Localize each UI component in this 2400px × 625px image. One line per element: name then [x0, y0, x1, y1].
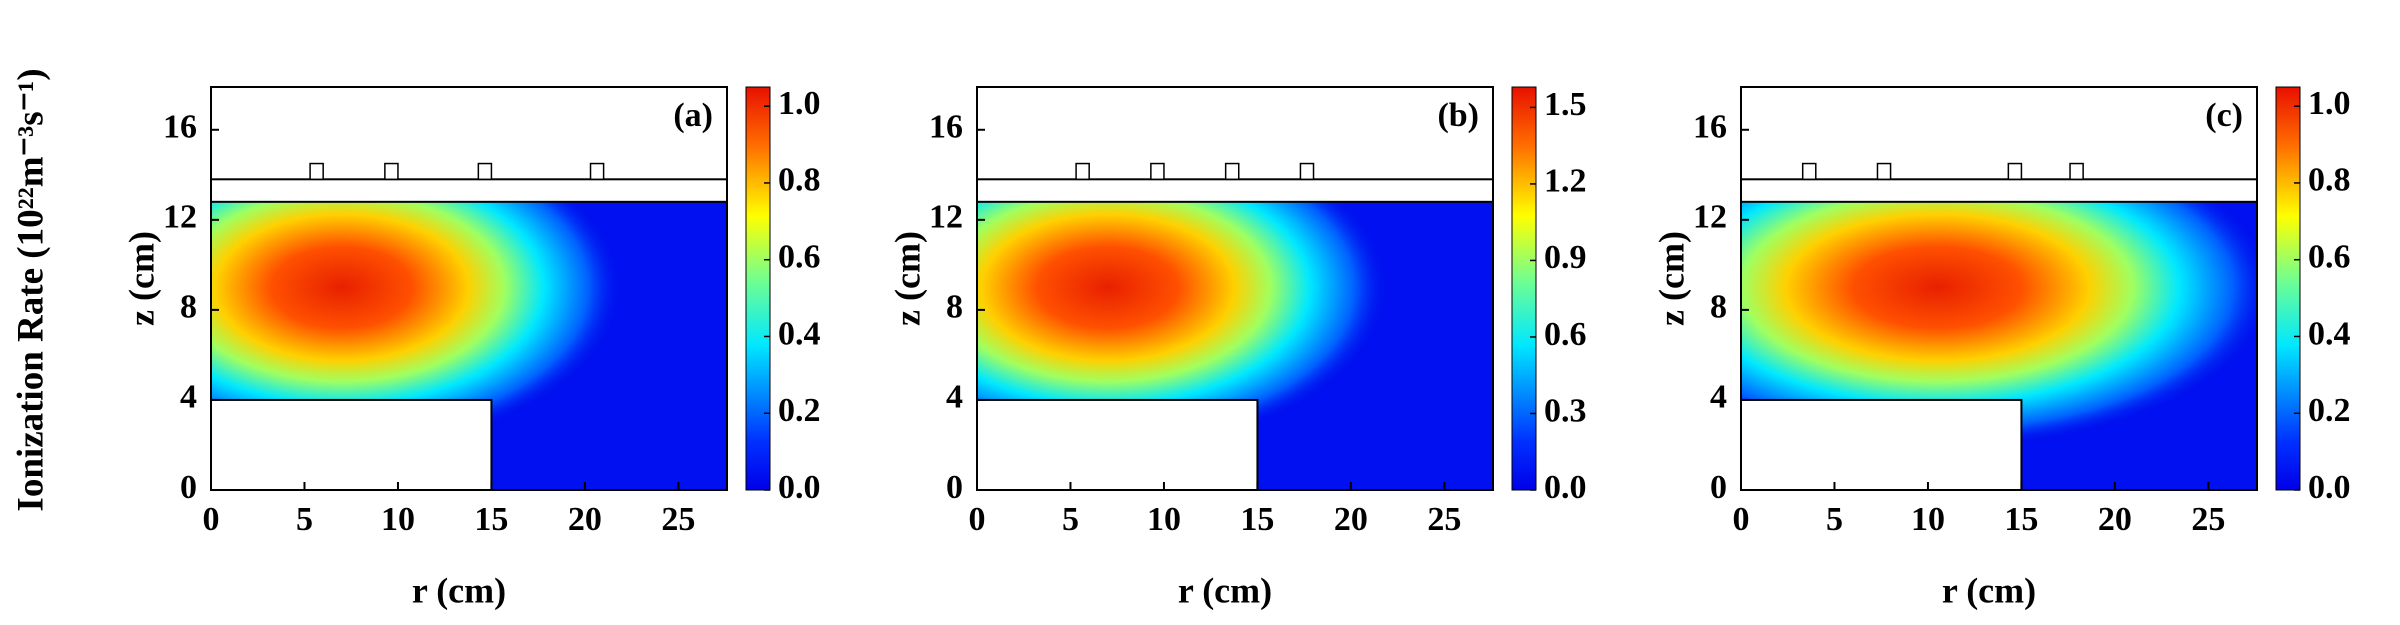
colorbar — [2275, 86, 2301, 491]
x-tick-label: 25 — [1427, 501, 1461, 538]
colorbar-tick-label: 0.4 — [778, 315, 821, 352]
y-tick-label: 16 — [163, 109, 197, 146]
shared-label: Ionization Rate (10²²m⁻³s⁻¹) — [10, 68, 51, 511]
colorbar-tick-label: 0.9 — [1544, 239, 1587, 276]
window — [976, 178, 1494, 203]
y-axis-label: z (cm) — [1651, 231, 1691, 326]
colorbar-tick-label: 0.6 — [778, 239, 821, 276]
substrate — [210, 398, 493, 491]
coil — [1801, 162, 1817, 181]
y-axis-label: z (cm) — [121, 231, 161, 326]
y-tick-label: 0 — [1710, 469, 1727, 506]
coil — [309, 162, 324, 181]
x-tick-label: 25 — [661, 501, 695, 538]
y-tick-label: 4 — [180, 379, 197, 416]
y-tick-label: 8 — [1710, 289, 1727, 326]
colorbar-tick-label: 0.2 — [2308, 392, 2351, 429]
x-tick-label: 0 — [969, 501, 986, 538]
x-tick-label: 5 — [1062, 501, 1079, 538]
coil — [1224, 162, 1240, 181]
colorbar — [1511, 86, 1537, 491]
y-tick-label: 4 — [1710, 379, 1727, 416]
x-tick-label: 10 — [381, 501, 415, 538]
y-tick-label: 16 — [1693, 109, 1727, 146]
coil — [1150, 162, 1165, 181]
coil — [477, 162, 493, 181]
colorbar-tick-label: 0.6 — [2308, 239, 2351, 276]
colorbar-tick-label: 0.8 — [2308, 162, 2351, 199]
x-tick-label: 5 — [296, 501, 313, 538]
colorbar-tick-label: 1.2 — [1544, 163, 1587, 200]
panel-label: (b) — [1437, 97, 1479, 134]
coil — [384, 162, 399, 181]
coil — [2007, 162, 2023, 181]
y-tick-label: 12 — [163, 199, 197, 236]
x-tick-label: 20 — [568, 501, 602, 538]
x-tick-label: 0 — [203, 501, 220, 538]
x-tick-label: 15 — [474, 501, 508, 538]
substrate — [976, 398, 1259, 491]
x-tick-label: 15 — [2004, 501, 2038, 538]
colorbar-tick-label: 0.0 — [1544, 469, 1587, 506]
x-axis-label: r (cm) — [412, 570, 506, 610]
field-hot — [977, 201, 1389, 450]
window — [1740, 178, 2258, 203]
y-tick-label: 16 — [929, 109, 963, 146]
x-tick-label: 20 — [1334, 501, 1368, 538]
x-tick-label: 5 — [1826, 501, 1843, 538]
coil — [2069, 162, 2084, 181]
x-tick-label: 20 — [2098, 501, 2132, 538]
panel-label: (c) — [2205, 97, 2243, 134]
plot-frame — [1740, 86, 2258, 491]
colorbar-tick-label: 1.0 — [2308, 85, 2351, 122]
y-tick-label: 0 — [180, 469, 197, 506]
y-tick-label: 12 — [929, 199, 963, 236]
colorbar — [745, 86, 771, 491]
field-hot — [211, 201, 623, 450]
x-axis-label: r (cm) — [1942, 570, 2036, 610]
x-tick-label: 0 — [1733, 501, 1750, 538]
colorbar-tick-label: 0.4 — [2308, 315, 2351, 352]
coil — [1075, 162, 1090, 181]
y-axis-label: z (cm) — [887, 231, 927, 326]
y-tick-label: 0 — [946, 469, 963, 506]
y-tick-label: 8 — [946, 289, 963, 326]
window — [210, 178, 728, 203]
y-tick-label: 8 — [180, 289, 197, 326]
colorbar-tick-label: 0.3 — [1544, 392, 1587, 429]
coil — [1299, 162, 1315, 181]
colorbar-tick-label: 0.2 — [778, 392, 821, 429]
plot-frame — [976, 86, 1494, 491]
x-tick-label: 25 — [2191, 501, 2225, 538]
colorbar-tick-label: 0.6 — [1544, 316, 1587, 353]
field-hot — [1741, 201, 2257, 450]
substrate — [1740, 398, 2023, 491]
colorbar-tick-label: 0.0 — [2308, 469, 2351, 506]
colorbar-tick-label: 0.0 — [778, 469, 821, 506]
x-tick-label: 10 — [1911, 501, 1945, 538]
x-tick-label: 10 — [1147, 501, 1181, 538]
coil — [589, 162, 605, 181]
colorbar-tick-label: 1.0 — [778, 85, 821, 122]
y-tick-label: 12 — [1693, 199, 1727, 236]
coil — [1876, 162, 1892, 181]
colorbar-tick-label: 0.8 — [778, 162, 821, 199]
panel-label: (a) — [673, 97, 713, 134]
x-axis-label: r (cm) — [1178, 570, 1272, 610]
y-tick-label: 4 — [946, 379, 963, 416]
colorbar-tick-label: 1.5 — [1544, 86, 1587, 123]
plot-frame — [210, 86, 728, 491]
x-tick-label: 15 — [1240, 501, 1274, 538]
